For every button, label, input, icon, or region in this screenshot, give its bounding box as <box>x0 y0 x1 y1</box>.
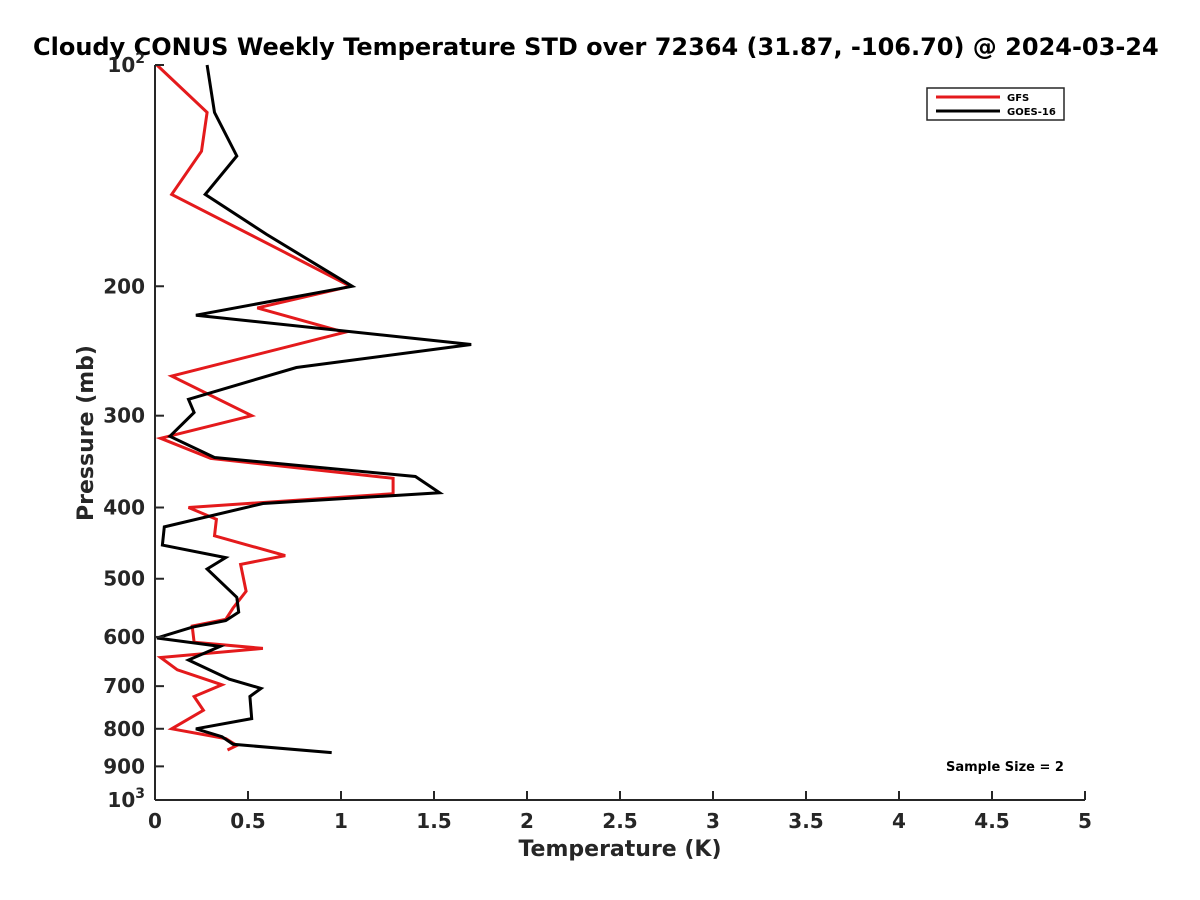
legend-box <box>926 87 1065 121</box>
legend: GFS GOES-16 <box>926 87 1065 121</box>
x-ticks: 0 0.5 1 1.5 2 2.5 3 3.5 4 4.5 5 <box>148 791 1092 833</box>
y-tick-label: 900 <box>103 754 145 778</box>
y-tick-label: 500 <box>103 567 145 591</box>
y-tick-label: 600 <box>103 625 145 649</box>
y-tick-label: 700 <box>103 674 145 698</box>
x-tick-label: 2 <box>520 809 534 833</box>
y-tick-label: 103 <box>107 786 145 812</box>
x-tick-label: 1.5 <box>416 809 451 833</box>
x-tick-label: 0.5 <box>230 809 265 833</box>
sample-size-annotation: Sample Size = 2 <box>946 760 1064 775</box>
x-tick-label: 5 <box>1078 809 1092 833</box>
y-axis-label: Pressure (mb) <box>74 345 99 521</box>
y-tick-label: 400 <box>103 496 145 520</box>
x-tick-label: 1 <box>334 809 348 833</box>
y-tick-label: 300 <box>103 404 145 428</box>
legend-label-goes16: GOES-16 <box>1007 107 1056 118</box>
y-tick-label: 800 <box>103 717 145 741</box>
x-tick-label: 2.5 <box>602 809 637 833</box>
series-layer <box>155 63 472 755</box>
x-tick-label: 3.5 <box>788 809 823 833</box>
y-tick-label: 102 <box>107 51 145 77</box>
chart-title: Cloudy CONUS Weekly Temperature STD over… <box>33 33 1159 61</box>
legend-label-gfs: GFS <box>1007 93 1029 104</box>
x-tick-label: 3 <box>706 809 720 833</box>
y-tick-label: 200 <box>103 274 145 298</box>
y-ticks: 102 200 300 400 500 600 700 800 900 103 <box>103 51 164 812</box>
x-axis-label: Temperature (K) <box>518 837 721 862</box>
x-tick-label: 4.5 <box>974 809 1009 833</box>
x-tick-label: 4 <box>892 809 906 833</box>
plot-area <box>155 65 1085 800</box>
series-line-gfs <box>155 63 395 752</box>
series-line-goes16 <box>156 64 472 755</box>
x-tick-label: 0 <box>148 809 162 833</box>
